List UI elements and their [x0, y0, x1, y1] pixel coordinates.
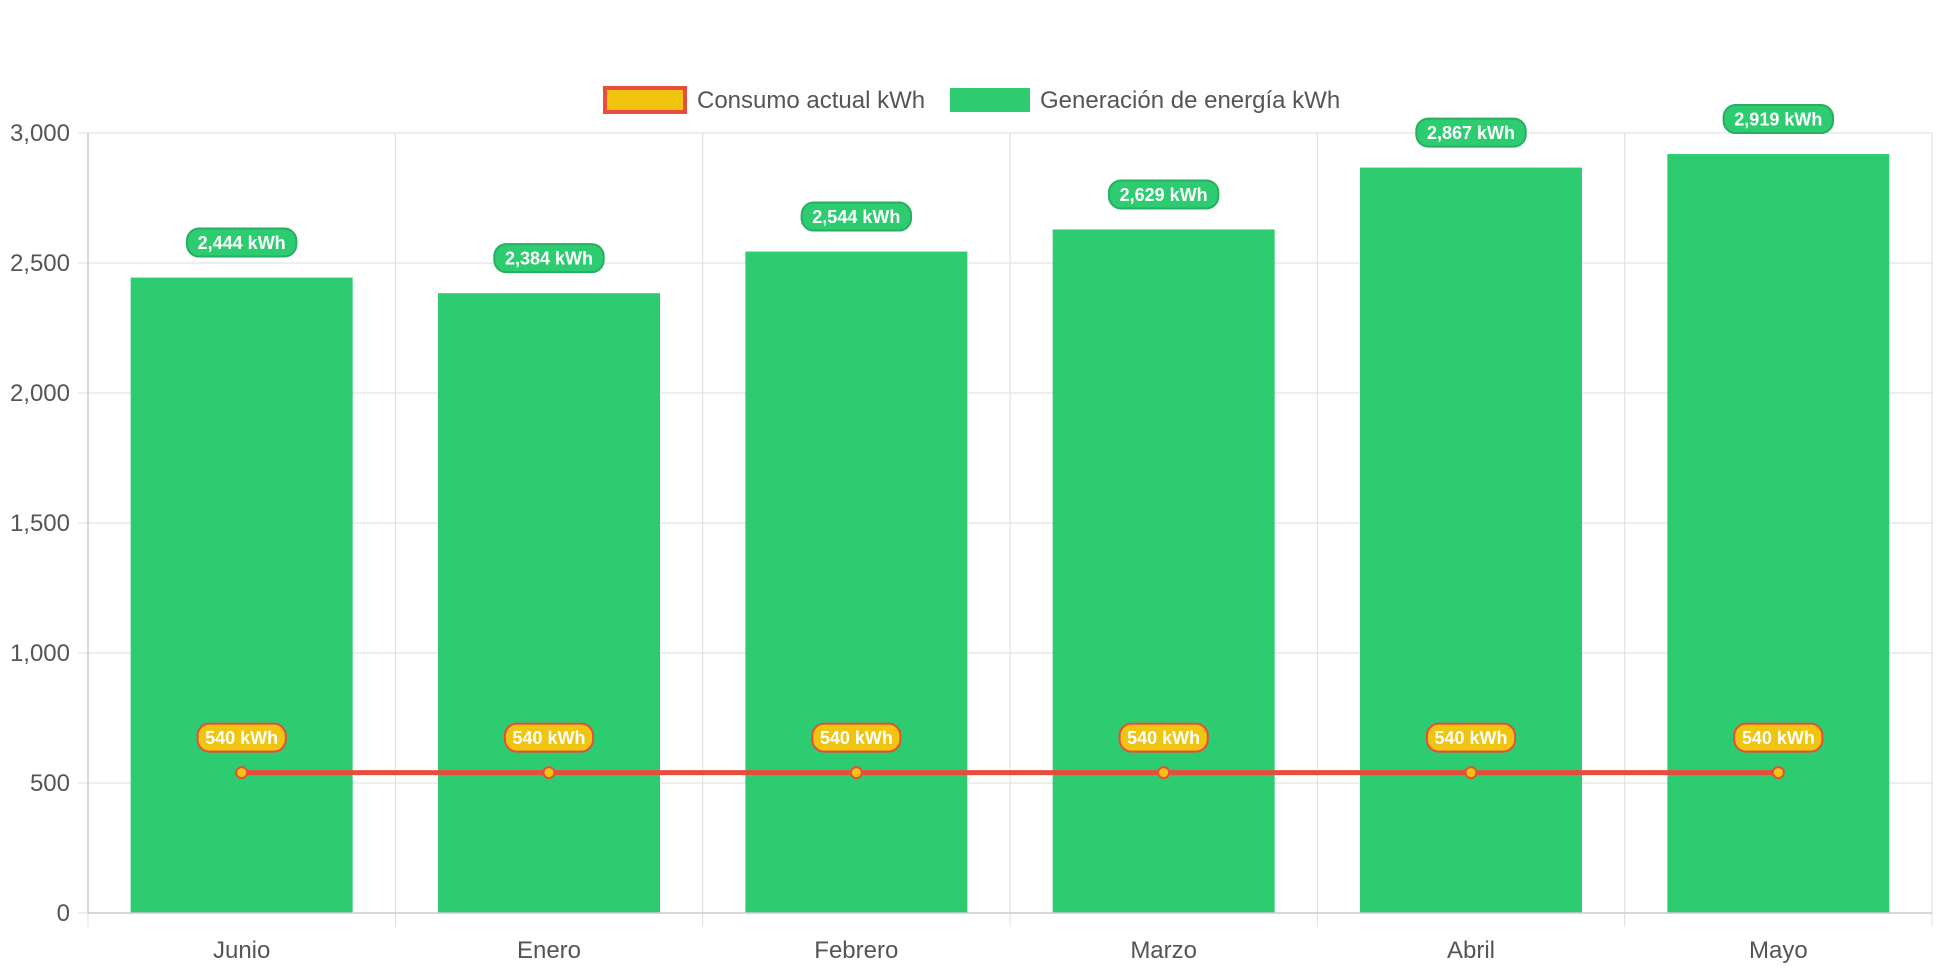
- y-tick-label: 1,500: [10, 510, 70, 537]
- line-value-label-bg: [811, 722, 902, 753]
- bar[interactable]: [1667, 154, 1890, 913]
- legend[interactable]: Consumo actual kWh Generación de energía …: [603, 86, 1340, 114]
- bar-value-label-bg: [1107, 179, 1220, 210]
- line-point[interactable]: [542, 766, 556, 780]
- bar-value-label-bg: [1722, 104, 1835, 135]
- line-value-label-bg: [1425, 722, 1517, 753]
- bar[interactable]: [1052, 229, 1275, 913]
- line-value-label: 540 kWh: [205, 728, 278, 748]
- axis-layer: 0 500 1,000 1,500 2,000 2,500 3,000 Junio Enero F…: [10, 120, 1932, 964]
- line-value-label: 540 kWh: [1742, 728, 1815, 748]
- bar-value-label-bg: [493, 243, 605, 274]
- bar[interactable]: [1360, 167, 1582, 913]
- legend-swatch-generacion[interactable]: [950, 88, 1030, 112]
- x-tick-label: Abril: [1447, 937, 1495, 964]
- bar-value-label-bg: [800, 201, 913, 232]
- line-point[interactable]: [1157, 766, 1171, 780]
- bar-value-label-bg: [1415, 117, 1527, 148]
- bar-value-label: 2,867 kWh: [1427, 123, 1515, 143]
- y-tick-label: 2,500: [10, 250, 70, 277]
- legend-label-consumo[interactable]: Consumo actual kWh: [697, 87, 925, 114]
- x-tick-label: Enero: [517, 937, 581, 964]
- line-value-label: 540 kWh: [1127, 728, 1200, 748]
- bar-value-label-bg: [185, 227, 298, 258]
- line-point[interactable]: [849, 766, 863, 780]
- line-value-label-bg: [196, 722, 287, 753]
- y-tick-label: 2,000: [10, 380, 70, 407]
- line-value-label: 540 kWh: [820, 728, 893, 748]
- line-value-label-bg: [503, 722, 595, 753]
- line-value-label-bg: [1733, 722, 1824, 753]
- grid-layer: [87, 132, 1933, 927]
- bar-value-label: 2,629 kWh: [1120, 185, 1208, 205]
- bar[interactable]: [745, 251, 968, 913]
- bar-value-label: 2,919 kWh: [1734, 110, 1822, 130]
- line-value-label: 540 kWh: [512, 728, 585, 748]
- line-point[interactable]: [1464, 766, 1478, 780]
- y-tick-label: 0: [57, 900, 70, 927]
- bar-series-layer: [130, 154, 1890, 913]
- bar-value-label: 2,544 kWh: [812, 207, 900, 227]
- bar[interactable]: [438, 293, 660, 913]
- bar[interactable]: [130, 277, 353, 913]
- line-point[interactable]: [1771, 766, 1785, 780]
- legend-swatch-consumo[interactable]: [603, 86, 687, 114]
- data-label-layer: 2,444 kWh 2,384 kWh 2,544 kWh 2,629 kWh 2,86…: [185, 104, 1835, 753]
- line-series-layer: [235, 766, 1785, 780]
- bar-value-label: 2,444 kWh: [198, 233, 286, 253]
- line-value-label-bg: [1118, 722, 1209, 753]
- x-tick-label: Marzo: [1130, 937, 1197, 964]
- line-point[interactable]: [235, 766, 249, 780]
- y-tick-label: 1,000: [10, 640, 70, 667]
- line-value-label: 540 kWh: [1434, 728, 1507, 748]
- legend-label-generacion[interactable]: Generación de energía kWh: [1040, 87, 1340, 114]
- y-tick-label: 500: [30, 770, 70, 797]
- x-tick-label: Mayo: [1749, 937, 1808, 964]
- bar-value-label: 2,384 kWh: [505, 249, 593, 269]
- x-tick-label: Junio: [213, 937, 270, 964]
- x-tick-label: Febrero: [814, 937, 898, 964]
- y-tick-label: 3,000: [10, 120, 70, 147]
